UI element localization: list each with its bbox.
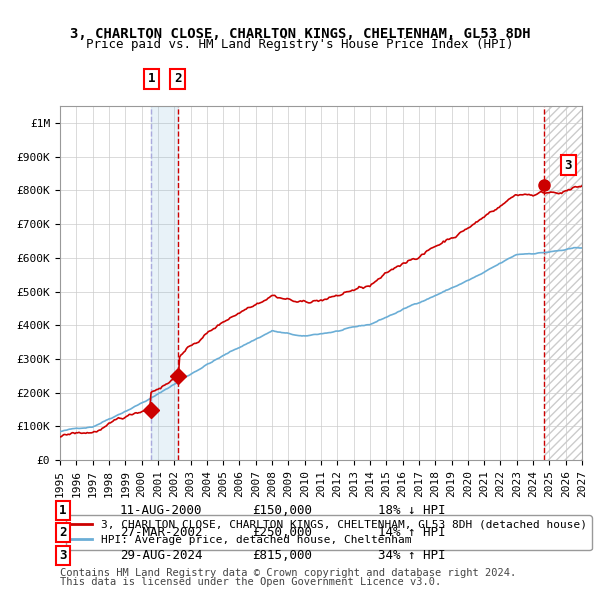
Text: This data is licensed under the Open Government Licence v3.0.: This data is licensed under the Open Gov… <box>60 577 441 587</box>
Text: £815,000: £815,000 <box>252 549 312 562</box>
Bar <box>544 106 582 460</box>
Text: 11-AUG-2000: 11-AUG-2000 <box>120 504 203 517</box>
Text: 2: 2 <box>174 73 182 86</box>
Text: 1: 1 <box>59 504 67 517</box>
Text: 2: 2 <box>59 526 67 539</box>
Text: 29-AUG-2024: 29-AUG-2024 <box>120 549 203 562</box>
Text: £150,000: £150,000 <box>252 504 312 517</box>
Text: 3: 3 <box>565 159 572 172</box>
Text: 34% ↑ HPI: 34% ↑ HPI <box>378 549 445 562</box>
Text: 18% ↓ HPI: 18% ↓ HPI <box>378 504 445 517</box>
Text: 3, CHARLTON CLOSE, CHARLTON KINGS, CHELTENHAM, GL53 8DH: 3, CHARLTON CLOSE, CHARLTON KINGS, CHELT… <box>70 27 530 41</box>
Text: 14% ↑ HPI: 14% ↑ HPI <box>378 526 445 539</box>
Bar <box>151 106 178 460</box>
Bar <box>544 106 582 460</box>
Text: £250,000: £250,000 <box>252 526 312 539</box>
Text: Price paid vs. HM Land Registry's House Price Index (HPI): Price paid vs. HM Land Registry's House … <box>86 38 514 51</box>
Text: 1: 1 <box>148 73 155 86</box>
Text: Contains HM Land Registry data © Crown copyright and database right 2024.: Contains HM Land Registry data © Crown c… <box>60 568 516 578</box>
Text: 27-MAR-2002: 27-MAR-2002 <box>120 526 203 539</box>
Legend: 3, CHARLTON CLOSE, CHARLTON KINGS, CHELTENHAM, GL53 8DH (detached house), HPI: A: 3, CHARLTON CLOSE, CHARLTON KINGS, CHELT… <box>65 515 592 550</box>
Text: 3: 3 <box>59 549 67 562</box>
